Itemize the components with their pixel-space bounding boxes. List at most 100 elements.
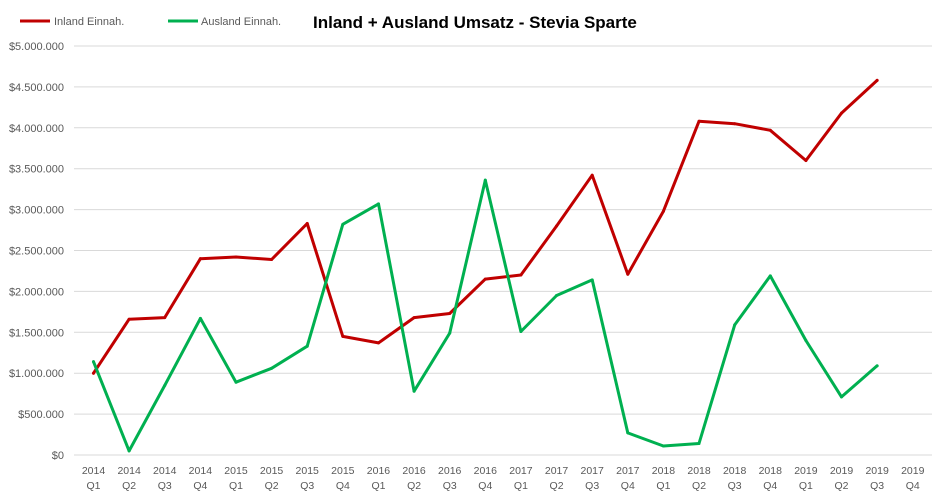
data-point bbox=[555, 224, 559, 228]
data-point bbox=[483, 277, 487, 281]
data-point bbox=[483, 178, 487, 182]
y-tick-label: $2.500.000 bbox=[9, 246, 64, 258]
y-tick-label: $4.500.000 bbox=[9, 82, 64, 94]
data-point bbox=[840, 111, 844, 115]
chart-title: Inland + Ausland Umsatz - Stevia Sparte bbox=[313, 13, 637, 32]
series-lines bbox=[92, 78, 879, 453]
data-point bbox=[305, 344, 309, 348]
x-tick-quarter: Q2 bbox=[407, 480, 421, 492]
x-tick-year: 2015 bbox=[331, 465, 355, 477]
x-tick-year: 2014 bbox=[189, 465, 213, 477]
x-tick-year: 2015 bbox=[260, 465, 284, 477]
x-tick-quarter: Q1 bbox=[229, 480, 243, 492]
series-line-ausland bbox=[92, 178, 879, 453]
x-tick-year: 2018 bbox=[652, 465, 676, 477]
x-tick-year: 2017 bbox=[581, 465, 605, 477]
data-point bbox=[697, 442, 701, 446]
x-tick-year: 2016 bbox=[367, 465, 391, 477]
data-point bbox=[341, 334, 345, 338]
x-tick-quarter: Q1 bbox=[656, 480, 670, 492]
x-tick-quarter: Q1 bbox=[799, 480, 813, 492]
x-tick-year: 2019 bbox=[830, 465, 854, 477]
x-tick-quarter: Q3 bbox=[585, 480, 599, 492]
x-tick-quarter: Q2 bbox=[835, 480, 849, 492]
data-point bbox=[127, 449, 131, 453]
y-tick-label: $500.000 bbox=[18, 409, 64, 421]
legend-label-inland: Inland Einnah. bbox=[54, 16, 124, 28]
x-tick-year: 2017 bbox=[616, 465, 640, 477]
y-tick-label: $2.000.000 bbox=[9, 286, 64, 298]
data-point bbox=[768, 274, 772, 278]
data-point bbox=[234, 255, 238, 259]
y-tick-label: $5.000.000 bbox=[9, 41, 64, 53]
data-point bbox=[733, 323, 737, 327]
data-point bbox=[804, 159, 808, 163]
x-tick-year: 2015 bbox=[296, 465, 320, 477]
y-tick-label: $4.000.000 bbox=[9, 123, 64, 135]
data-point bbox=[376, 341, 380, 345]
x-tick-quarter: Q2 bbox=[550, 480, 564, 492]
data-point bbox=[626, 272, 630, 276]
data-point bbox=[840, 395, 844, 399]
x-tick-quarter: Q4 bbox=[193, 480, 207, 492]
data-point bbox=[92, 371, 95, 375]
x-tick-quarter: Q3 bbox=[443, 480, 457, 492]
data-point bbox=[234, 380, 238, 384]
data-point bbox=[555, 293, 559, 297]
data-point bbox=[661, 444, 665, 448]
x-tick-quarter: Q4 bbox=[621, 480, 635, 492]
data-point bbox=[448, 331, 452, 335]
y-tick-label: $3.000.000 bbox=[9, 205, 64, 217]
x-tick-year: 2019 bbox=[794, 465, 818, 477]
x-tick-year: 2018 bbox=[687, 465, 711, 477]
data-point bbox=[733, 122, 737, 126]
x-tick-quarter: Q3 bbox=[728, 480, 742, 492]
x-tick-year: 2016 bbox=[474, 465, 498, 477]
data-point bbox=[376, 202, 380, 206]
x-tick-quarter: Q4 bbox=[336, 480, 350, 492]
data-point bbox=[412, 316, 416, 320]
x-tick-quarter: Q4 bbox=[763, 480, 777, 492]
legend-label-ausland: Ausland Einnah. bbox=[201, 16, 281, 28]
x-tick-quarter: Q2 bbox=[692, 480, 706, 492]
data-point bbox=[519, 329, 523, 333]
x-axis: 2014 Q1 2014 Q2 2014 Q3 2014 Q4 2015 Q1 2015 Q2 2015… bbox=[82, 465, 925, 492]
x-tick-year: 2018 bbox=[723, 465, 747, 477]
data-point bbox=[270, 257, 274, 261]
data-point bbox=[341, 222, 345, 226]
data-point bbox=[875, 78, 879, 82]
data-point bbox=[626, 431, 630, 435]
x-tick-year: 2016 bbox=[438, 465, 462, 477]
x-tick-quarter: Q4 bbox=[478, 480, 492, 492]
x-tick-quarter: Q1 bbox=[86, 480, 100, 492]
x-tick-year: 2014 bbox=[82, 465, 106, 477]
x-tick-year: 2014 bbox=[117, 465, 141, 477]
data-point bbox=[590, 278, 594, 282]
y-tick-label: $3.500.000 bbox=[9, 164, 64, 176]
data-point bbox=[305, 222, 309, 226]
data-point bbox=[92, 360, 95, 364]
data-point bbox=[875, 364, 879, 368]
data-point bbox=[270, 366, 274, 370]
data-point bbox=[198, 257, 202, 261]
x-tick-year: 2015 bbox=[224, 465, 248, 477]
x-tick-year: 2019 bbox=[901, 465, 925, 477]
series-line-inland bbox=[92, 78, 879, 375]
x-tick-quarter: Q1 bbox=[371, 480, 385, 492]
x-tick-year: 2018 bbox=[759, 465, 783, 477]
x-tick-quarter: Q4 bbox=[906, 480, 920, 492]
data-point bbox=[804, 338, 808, 342]
data-point bbox=[697, 119, 701, 123]
data-point bbox=[519, 273, 523, 277]
x-tick-year: 2017 bbox=[509, 465, 533, 477]
data-point bbox=[163, 383, 167, 387]
data-point bbox=[448, 311, 452, 315]
y-tick-label: $1.000.000 bbox=[9, 368, 64, 380]
data-point bbox=[661, 209, 665, 213]
data-point bbox=[163, 316, 167, 320]
data-point bbox=[590, 173, 594, 177]
y-axis: $0 $500.000 $1.000.000 $1.500.000 $2.000.000… bbox=[9, 41, 64, 462]
data-point bbox=[412, 389, 416, 393]
x-tick-year: 2014 bbox=[153, 465, 177, 477]
